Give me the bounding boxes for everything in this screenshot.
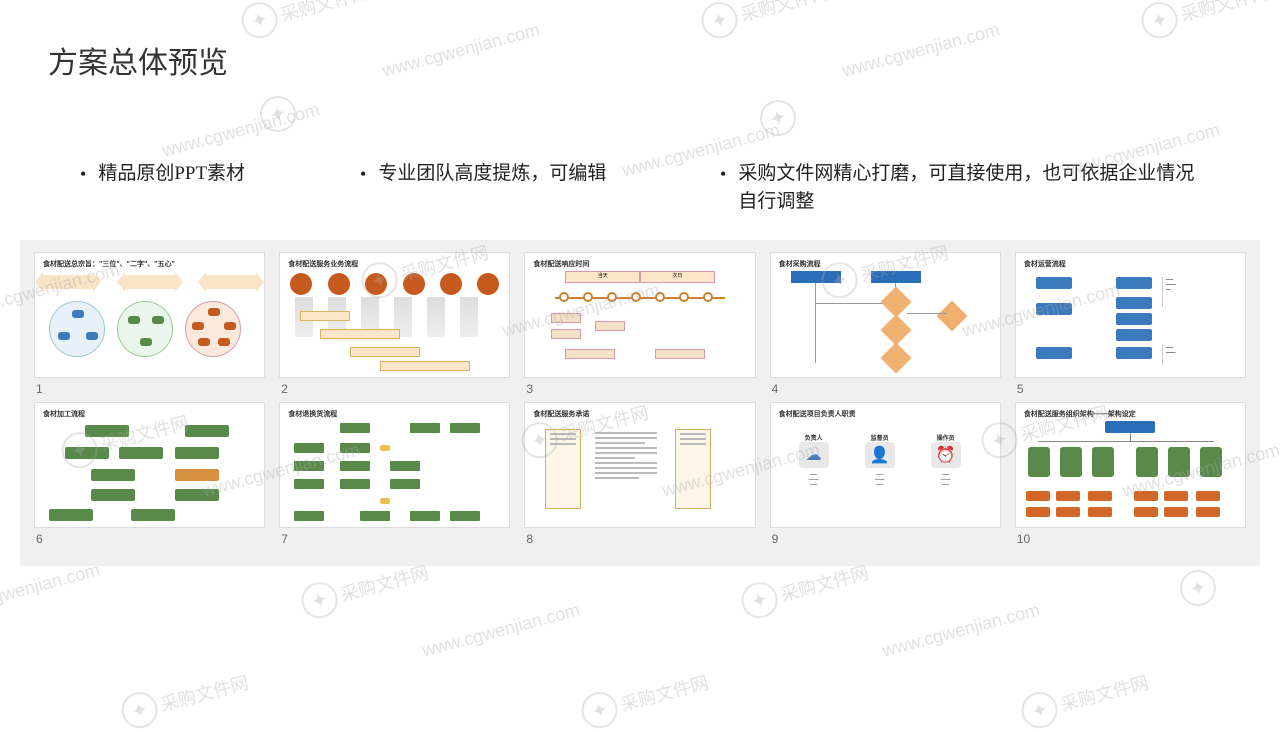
text-column <box>545 429 581 509</box>
thumbnail-cell-10: 食材配送服务组织架构——架构设定 <box>1015 402 1246 546</box>
thumbnail-cell-1: 食材配送总宗旨："三位"、"二字"、"五心" <box>34 252 265 396</box>
thumbnail-8[interactable]: 食材配送服务承诺 <box>524 402 755 528</box>
thumbnail-cell-5: 食材运营流程 ━━━━━━━━━ ━━━━━━━ 5 <box>1015 252 1246 396</box>
thumb-number: 9 <box>772 532 1001 546</box>
thumb-title: 食材运营流程 <box>1024 259 1066 269</box>
watermark-logo-icon: ✦ <box>698 0 742 42</box>
text-block <box>591 429 661 482</box>
thumbnail-1[interactable]: 食材配送总宗旨："三位"、"二字"、"五心" <box>34 252 265 378</box>
watermark-logo-icon: ✦ <box>578 688 622 732</box>
bullet-dot: • <box>80 160 86 188</box>
watermark-logo-icon: ✦ <box>756 96 800 140</box>
bullet-list: • 精品原创PPT素材 • 专业团队高度提炼，可编辑 • 采购文件网精心打磨，可… <box>80 160 1200 216</box>
thumb-number: 7 <box>281 532 510 546</box>
org-root <box>1105 421 1155 433</box>
thumb-title: 食材加工流程 <box>43 409 85 419</box>
bullet-text: 精品原创PPT素材 <box>98 160 245 188</box>
bullet-dot: • <box>720 160 726 188</box>
watermark-logo-icon: ✦ <box>1176 566 1220 610</box>
thumb-title: 食材采购流程 <box>779 259 821 269</box>
thumb-number: 2 <box>281 382 510 396</box>
thumbnail-3[interactable]: 食材配送响应时间 当天 次日 <box>524 252 755 378</box>
watermark-logo-icon: ✦ <box>298 578 342 622</box>
role-card: 负责人 ☁ ━━━━━━━━━━ <box>789 433 839 487</box>
arrow-shape <box>206 275 256 289</box>
thumb-title: 食材配送服务业务流程 <box>288 259 358 269</box>
thumbnail-cell-4: 食材采购流程 4 <box>770 252 1001 396</box>
bullet-1: • 精品原创PPT素材 <box>80 160 320 216</box>
thumb-title: 食材配送总宗旨："三位"、"二字"、"五心" <box>43 259 175 269</box>
timeline-header: 当天 <box>565 271 640 283</box>
thumbnail-6[interactable]: 食材加工流程 <box>34 402 265 528</box>
thumb-number: 4 <box>772 382 1001 396</box>
watermark-logo-icon: ✦ <box>1138 0 1182 42</box>
bullet-text: 采购文件网精心打磨，可直接使用，也可依据企业情况自行调整 <box>738 160 1200 216</box>
watermark-logo-icon: ✦ <box>256 92 300 136</box>
search-person-icon: 👤 <box>865 442 895 468</box>
thumb-number: 10 <box>1017 532 1246 546</box>
timeline-header: 次日 <box>640 271 715 283</box>
text-column <box>675 429 711 509</box>
thumbnail-cell-9: 食材配送项目负责人职责 负责人 ☁ ━━━━━━━━━━ 监督员 👤 ━━━━━… <box>770 402 1001 546</box>
thumbnail-7[interactable]: 食材退换货流程 <box>279 402 510 528</box>
thumb-title: 食材配送服务组织架构——架构设定 <box>1024 409 1136 419</box>
clock-icon: ⏰ <box>931 442 961 468</box>
thumb-title: 食材退换货流程 <box>288 409 337 419</box>
thumb-title: 食材配送服务承诺 <box>533 409 589 419</box>
thumb-title: 食材配送项目负责人职责 <box>779 409 856 419</box>
thumb-title: 食材配送响应时间 <box>533 259 589 269</box>
thumb-number: 8 <box>526 532 755 546</box>
thumbnail-cell-8: 食材配送服务承诺 8 <box>524 402 755 546</box>
page-title: 方案总体预览 <box>48 38 228 82</box>
thumbnail-5[interactable]: 食材运营流程 ━━━━━━━━━ ━━━━━━━ <box>1015 252 1246 378</box>
watermark-logo-icon: ✦ <box>1018 688 1062 732</box>
thumbnail-10[interactable]: 食材配送服务组织架构——架构设定 <box>1015 402 1246 528</box>
watermark-logo-icon: ✦ <box>118 688 162 732</box>
thumb-number: 6 <box>36 532 265 546</box>
circle-group-2 <box>117 301 173 357</box>
thumb-number: 3 <box>526 382 755 396</box>
circle-row <box>290 273 499 295</box>
circle-group-1 <box>49 301 105 357</box>
bullet-text: 专业团队高度提炼，可编辑 <box>378 160 606 188</box>
arrow-shape <box>125 275 175 289</box>
role-card: 监督员 👤 ━━━━━━━━━━ <box>855 433 905 487</box>
thumb-number: 5 <box>1017 382 1246 396</box>
person-icon: ☁ <box>799 442 829 468</box>
thumbnail-2[interactable]: 食材配送服务业务流程 <box>279 252 510 378</box>
thumbnail-row-1: 食材配送总宗旨："三位"、"二字"、"五心" <box>34 252 1246 396</box>
thumbnail-9[interactable]: 食材配送项目负责人职责 负责人 ☁ ━━━━━━━━━━ 监督员 👤 ━━━━━… <box>770 402 1001 528</box>
circle-group-3 <box>185 301 241 357</box>
thumbnail-cell-2: 食材配送服务业务流程 2 <box>279 252 510 396</box>
watermark-logo-icon: ✦ <box>738 578 782 622</box>
bullet-2: • 专业团队高度提炼，可编辑 <box>360 160 680 216</box>
thumbnail-4[interactable]: 食材采购流程 <box>770 252 1001 378</box>
role-card: 操作员 ⏰ ━━━━━━━━━━ <box>921 433 971 487</box>
thumbnail-cell-7: 食材退换货流程 7 <box>279 402 510 546</box>
watermark-logo-icon: ✦ <box>238 0 282 42</box>
thumbnail-grid: 食材配送总宗旨："三位"、"二字"、"五心" <box>20 240 1260 566</box>
arrow-shape <box>43 275 93 289</box>
thumbnail-row-2: 食材加工流程 6 食材退换货流程 <box>34 402 1246 546</box>
bullet-3: • 采购文件网精心打磨，可直接使用，也可依据企业情况自行调整 <box>720 160 1200 216</box>
bullet-dot: • <box>360 160 366 188</box>
thumbnail-cell-6: 食材加工流程 6 <box>34 402 265 546</box>
thumbnail-cell-3: 食材配送响应时间 当天 次日 3 <box>524 252 755 396</box>
thumb-number: 1 <box>36 382 265 396</box>
